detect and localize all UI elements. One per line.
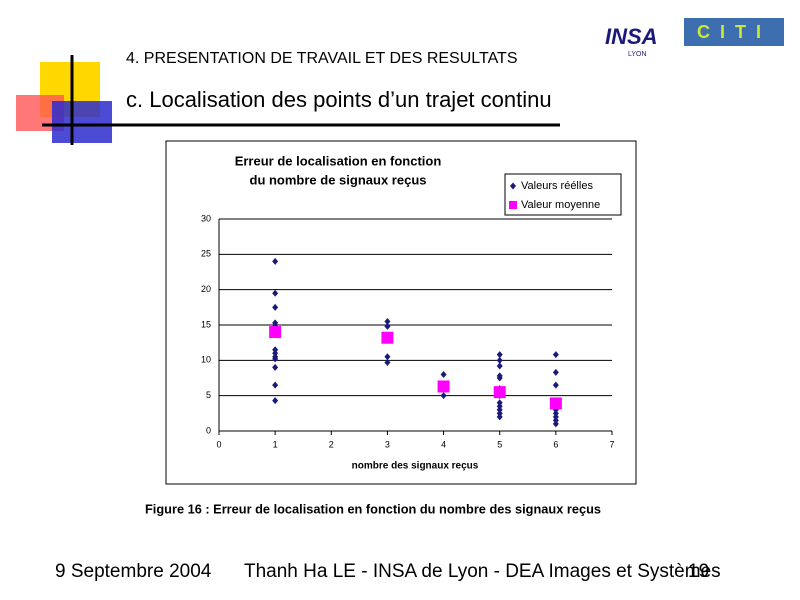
chart-title: du nombre de signaux reçus (250, 172, 427, 187)
y-tick-label: 30 (201, 213, 211, 223)
point (496, 413, 503, 421)
point (552, 409, 559, 417)
logo-text: LYON (628, 51, 647, 58)
point (496, 406, 503, 414)
point (272, 346, 279, 354)
y-tick-label: 20 (201, 284, 211, 294)
point (384, 358, 391, 366)
point (496, 362, 503, 370)
point (269, 326, 282, 339)
point (272, 303, 279, 311)
point (384, 322, 391, 330)
x-tick-label: 5 (497, 439, 502, 449)
x-tick-label: 0 (216, 439, 221, 449)
logo-box (684, 18, 784, 46)
x-tick-label: 2 (329, 439, 334, 449)
y-tick-label: 25 (201, 249, 211, 259)
logo-text: INSA (605, 24, 658, 49)
point (384, 317, 391, 325)
point (496, 402, 503, 410)
point (496, 351, 503, 359)
logo-text: CITI (697, 22, 771, 42)
point (272, 397, 279, 405)
footer-author: Thanh Ha LE - INSA de Lyon - DEA Images … (244, 561, 721, 582)
x-tick-label: 4 (441, 439, 446, 449)
legend-box (504, 173, 622, 216)
x-tick-label: 6 (553, 439, 558, 449)
x-tick-label: 7 (609, 439, 614, 449)
y-tick-label: 0 (206, 425, 211, 435)
y-tick-label: 10 (201, 355, 211, 365)
point (384, 353, 391, 361)
point (496, 374, 503, 382)
legend-marker (510, 182, 516, 190)
point (440, 392, 447, 400)
legend-marker (509, 201, 517, 209)
deco-square (52, 101, 112, 143)
point (552, 368, 559, 376)
x-tick-label: 1 (273, 439, 278, 449)
footer-page: 19 (688, 561, 709, 582)
chart-title: Erreur de localisation en fonction (235, 153, 442, 168)
y-tick-label: 5 (206, 390, 211, 400)
point (272, 257, 279, 265)
point (552, 381, 559, 389)
point (437, 380, 450, 393)
point (496, 399, 503, 407)
slide-title: c. Localisation des points d’un trajet c… (126, 87, 552, 112)
legend-label: Valeur moyenne (521, 199, 600, 211)
point (552, 413, 559, 421)
caption: Figure 16 : Erreur de localisation en fo… (145, 501, 601, 516)
point (272, 363, 279, 371)
point (552, 351, 559, 359)
point (272, 381, 279, 389)
point (272, 289, 279, 297)
point (493, 386, 506, 399)
section-title: 4. PRESENTATION DE TRAVAIL ET DES RESULT… (126, 50, 518, 67)
point (381, 331, 394, 344)
point (552, 416, 559, 424)
point (272, 355, 279, 363)
x-axis-label: nombre des signaux reçus (352, 461, 479, 472)
point (549, 397, 562, 410)
x-tick-label: 3 (385, 439, 390, 449)
point (496, 409, 503, 417)
point (552, 420, 559, 428)
y-tick-label: 15 (201, 319, 211, 329)
footer-date: 9 Septembre 2004 (55, 561, 212, 582)
point (440, 370, 447, 378)
legend-label: Valeurs réélles (521, 180, 593, 192)
point (272, 349, 279, 357)
point (496, 356, 503, 364)
